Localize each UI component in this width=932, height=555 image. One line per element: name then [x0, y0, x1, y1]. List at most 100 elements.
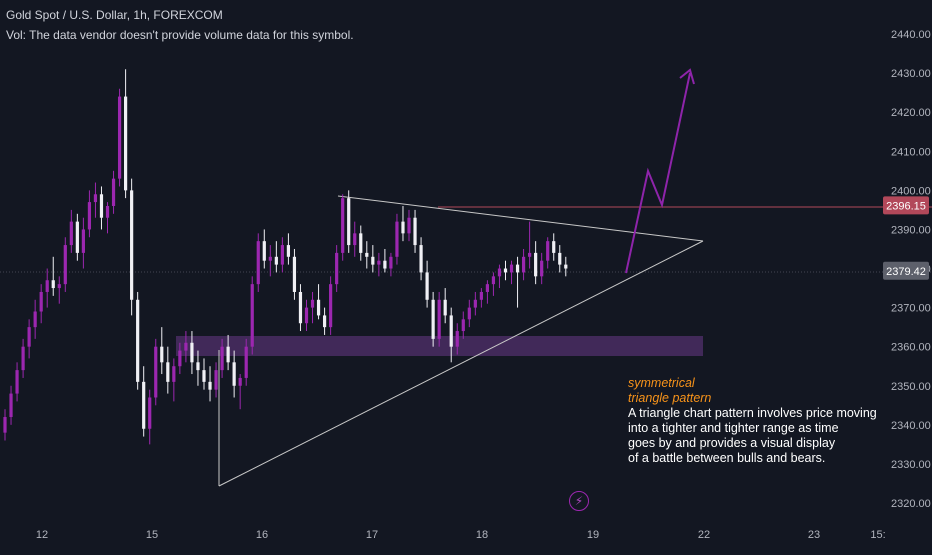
- annotation-line-4: of a battle between bulls and bears.: [628, 451, 826, 465]
- annotation-line-2: into a tighter and tighter range as time: [628, 421, 839, 435]
- candle-body: [521, 256, 526, 273]
- candle-body: [401, 221, 405, 234]
- candle-body: [347, 198, 351, 246]
- x-tick-label: 15: [146, 529, 158, 541]
- candle-body: [329, 284, 333, 328]
- annotation-line-3: goes by and provides a visual display: [628, 436, 836, 450]
- candle-body: [540, 260, 544, 277]
- candle-body: [81, 229, 85, 253]
- candle-body: [142, 381, 146, 429]
- candle-body: [485, 284, 489, 292]
- candle-body: [190, 342, 194, 363]
- x-tick-label: 19: [587, 529, 599, 541]
- candle-body: [389, 256, 393, 269]
- candle-body: [304, 307, 309, 324]
- y-tick-label: 2320.00: [891, 498, 931, 510]
- y-tick-label: 2420.00: [891, 107, 931, 119]
- candle-body: [166, 362, 170, 382]
- candle-body: [27, 327, 31, 347]
- candle-body: [322, 315, 327, 328]
- triangle-upper-line: [337, 195, 704, 242]
- annotation-title-2: triangle pattern: [628, 391, 712, 405]
- candle-body: [534, 252, 538, 277]
- y-tick-label: 2350.00: [891, 381, 931, 393]
- y-tick-label: 2330.00: [891, 459, 931, 471]
- candle-body: [558, 252, 562, 265]
- candle-body: [57, 284, 61, 289]
- candle-body: [226, 346, 230, 363]
- candle-body: [467, 307, 471, 320]
- candle-body: [473, 299, 477, 308]
- x-tick-label: 23: [808, 529, 820, 541]
- x-tick-label: 15:: [870, 529, 885, 541]
- candle-body: [178, 350, 182, 367]
- candle-body: [196, 362, 200, 371]
- lightning-bolt-icon[interactable]: ⚡: [569, 491, 589, 511]
- candle-body: [509, 264, 514, 273]
- candle-body: [244, 346, 248, 378]
- candle-body: [39, 291, 43, 312]
- resistance-price-box: [883, 196, 929, 215]
- candle-body: [172, 366, 176, 382]
- candle-body: [87, 202, 92, 230]
- candle-body: [395, 221, 399, 257]
- current-price-label: 2379.42: [886, 266, 926, 278]
- candle-body: [208, 381, 212, 390]
- x-tick-label: 16: [256, 529, 268, 541]
- candle-body: [515, 264, 520, 273]
- candle-body: [69, 221, 73, 246]
- candle-body: [33, 311, 37, 328]
- candle-body: [479, 291, 483, 300]
- candle-body: [214, 370, 218, 390]
- candle-body: [111, 178, 116, 206]
- y-tick-label: 2400.00: [891, 185, 931, 197]
- candle-body: [564, 264, 568, 269]
- candle-body: [136, 299, 140, 382]
- candle-body: [437, 299, 441, 339]
- candle-body: [105, 205, 110, 218]
- candle-body: [202, 370, 206, 382]
- candle-body: [124, 96, 128, 191]
- candle-body: [117, 96, 122, 179]
- candle-body: [383, 260, 387, 269]
- candle-body: [425, 272, 429, 300]
- candle-body: [528, 252, 532, 257]
- candle-body: [419, 245, 423, 273]
- candle-body: [9, 393, 13, 418]
- candle-body: [21, 346, 25, 371]
- candle-body: [268, 256, 272, 261]
- candle-body: [99, 194, 104, 218]
- candle-body: [238, 377, 242, 386]
- triangle-lower-line: [218, 240, 704, 487]
- candle-body: [316, 299, 321, 316]
- candle-body: [250, 284, 254, 347]
- candle-body: [341, 198, 345, 253]
- projection-arrowhead: [679, 68, 695, 85]
- volume-note: Vol: The data vendor doesn't provide vol…: [6, 28, 354, 42]
- candle-body: [377, 260, 381, 265]
- x-tick-label: 12: [36, 529, 48, 541]
- candle-body: [93, 194, 98, 203]
- candle-body: [130, 190, 134, 300]
- candle-body: [335, 252, 339, 285]
- x-tick-label: 22: [698, 529, 710, 541]
- x-tick-label: 17: [366, 529, 378, 541]
- candle-body: [160, 346, 164, 363]
- candle-body: [461, 319, 465, 332]
- candle-body: [286, 245, 291, 257]
- candle-body: [3, 417, 7, 433]
- y-tick-label: 2410.00: [891, 146, 931, 158]
- candle-body: [280, 245, 284, 265]
- candle-body: [15, 370, 19, 394]
- candle-body: [413, 217, 417, 246]
- resistance-price-label: 2396.15: [886, 200, 926, 212]
- annotation-line-1: A triangle chart pattern involves price …: [628, 406, 877, 420]
- candle-body: [51, 280, 55, 289]
- candle-body: [292, 256, 297, 292]
- annotation-title-1: symmetrical: [628, 376, 695, 390]
- candle-body: [75, 221, 79, 253]
- candle-body: [154, 346, 158, 398]
- candle-body: [449, 315, 453, 347]
